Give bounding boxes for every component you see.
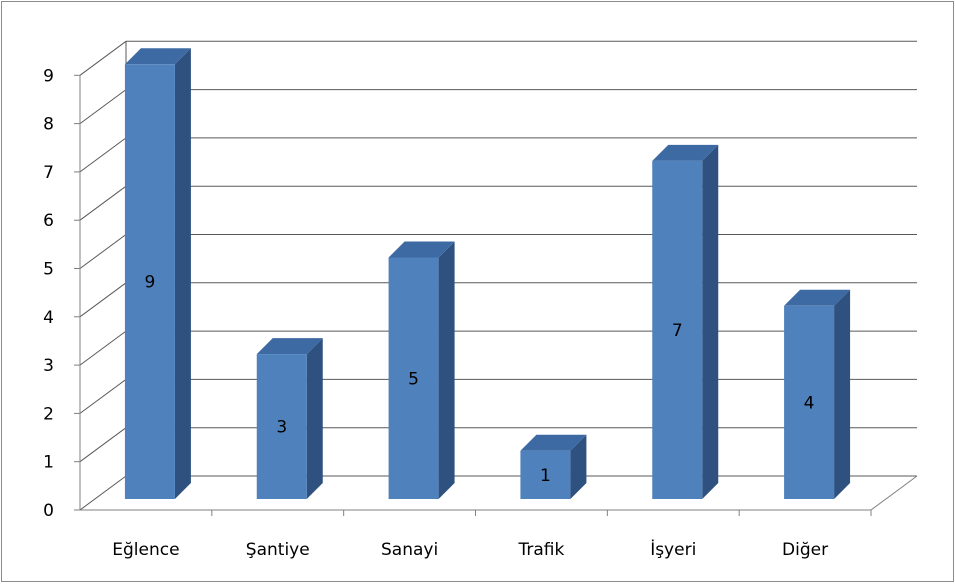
bar-1 [124,64,175,500]
y-tick-label: 4 [43,308,54,328]
bar-side-6 [834,289,851,499]
data-label: 3 [276,418,287,438]
bar-side-5 [702,144,719,499]
category-label: İşyeri [650,539,696,560]
gridline-depth [79,330,127,366]
bars [124,48,851,500]
bar-2 [256,354,307,499]
data-label: 1 [540,466,551,486]
gridline-depth [79,137,127,173]
data-label: 4 [804,393,815,413]
y-axis-tick-labels: 0 1 2 3 4 5 6 7 8 9 [43,66,54,521]
bar-top-1 [124,48,191,65]
y-tick-label: 1 [43,453,54,473]
category-label: Diğer [782,540,828,560]
y-tick-label: 9 [43,66,54,86]
data-label: 9 [145,273,156,293]
bar-top-5 [652,144,719,161]
bar-side-1 [174,48,191,500]
y-tick-label: 8 [43,115,54,135]
category-label: Trafik [517,540,564,560]
bar-top-2 [256,338,323,355]
gridline-depth [79,89,127,125]
bar-top-3 [388,241,455,258]
bar-3 [388,257,439,499]
gridline-depth [79,475,127,511]
gridline-depth [79,40,127,76]
category-label: Eğlence [112,540,179,560]
gridline-depth [79,427,127,463]
y-tick-label: 0 [43,501,54,521]
y-tick-label: 2 [43,404,54,424]
bar-top-4 [520,434,587,451]
bar-4 [520,450,571,499]
y-tick-label: 6 [43,211,54,231]
axes [74,74,918,516]
bar-side-4 [570,434,587,499]
data-label: 7 [672,321,683,341]
y-tick-label: 3 [43,356,54,376]
x-axis-category-labels: Eğlence Şantiye Sanayi Trafik İşyeri Diğer [112,539,828,560]
data-label: 5 [408,369,419,389]
gridline-depth [79,234,127,269]
gridline-depth [79,378,127,414]
bar-side-2 [306,338,323,499]
y-tick-label: 7 [43,163,54,183]
data-labels: 9 3 5 1 7 4 [145,273,815,486]
category-label: Şantiye [246,540,310,560]
bar-top-6 [784,289,851,306]
floor-right-edge [870,475,918,511]
y-tick-label: 5 [43,260,54,280]
bar-6 [784,305,835,499]
bar-side-3 [438,241,455,499]
bar-5 [652,160,703,499]
gridline-depth [79,185,127,221]
category-label: Sanayi [381,540,438,560]
gridline-depth [79,282,127,318]
